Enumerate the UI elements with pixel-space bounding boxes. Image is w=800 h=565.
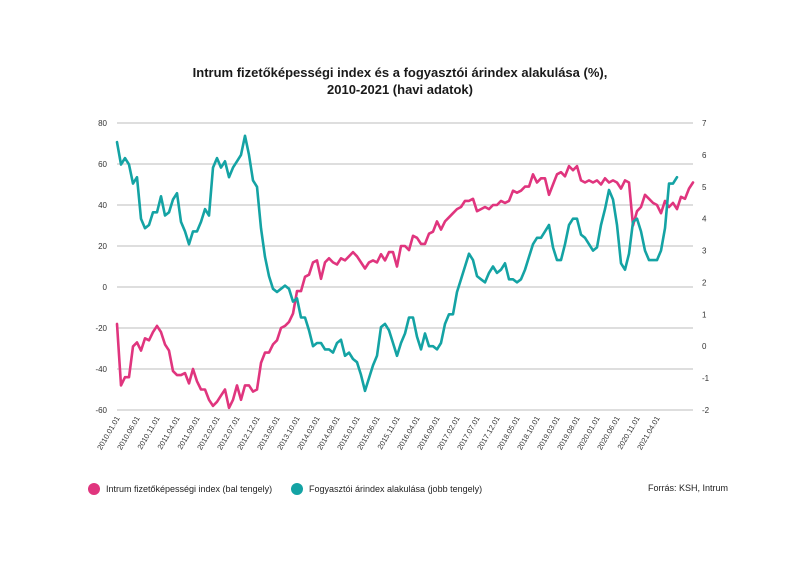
legend-label: Intrum fizetőképességi index (bal tengel… xyxy=(106,484,273,494)
legend-marker-pink xyxy=(88,483,100,495)
chart-title-line-1: Intrum fizetőképességi index és a fogyas… xyxy=(192,65,608,80)
grid-lines xyxy=(117,122,693,411)
series-line-solvency-index xyxy=(115,164,695,410)
legend: Intrum fizetőképességi index (bal tengel… xyxy=(88,483,728,503)
right-tick-label: 6 xyxy=(702,151,707,160)
source-note: Forrás: KSH, Intrum xyxy=(647,483,728,493)
left-tick-label: -60 xyxy=(95,406,107,415)
left-tick-label: -40 xyxy=(95,365,107,374)
right-tick-label: 1 xyxy=(702,310,707,319)
legend-item-solvency-index: Intrum fizetőképességi index (bal tengel… xyxy=(88,483,272,495)
left-tick-label: -20 xyxy=(95,324,107,333)
left-tick-label: 0 xyxy=(103,283,108,292)
legend-item-cpi: Fogyasztói árindex alakulása (jobb tenge… xyxy=(291,483,482,495)
chart-title: Intrum fizetőképességi index és a fogyas… xyxy=(0,64,800,98)
right-tick-label: 7 xyxy=(702,119,707,128)
series-lines xyxy=(115,134,695,410)
legend-label: Fogyasztói árindex alakulása (jobb tenge… xyxy=(309,484,483,494)
right-tick-label: -2 xyxy=(702,406,710,415)
right-tick-label: -1 xyxy=(702,374,710,383)
left-tick-label: 20 xyxy=(98,242,107,251)
right-tick-label: 4 xyxy=(702,215,707,224)
chart-title-line-2: 2010-2021 (havi adatok) xyxy=(327,82,473,97)
series-line-cpi xyxy=(115,134,679,393)
right-tick-label: 3 xyxy=(702,247,707,256)
x-axis-ticks: 2010.01.012010.06.012010.11.012011.04.01… xyxy=(95,415,662,452)
right-tick-label: 5 xyxy=(702,183,707,192)
legend-marker-teal xyxy=(291,483,303,495)
left-axis-ticks: 80 60 40 20 0 -20 -40 -60 xyxy=(95,119,107,415)
right-tick-label: 2 xyxy=(702,278,707,287)
right-tick-label: 0 xyxy=(702,342,707,351)
right-axis-ticks: 7 6 5 4 3 2 1 0 -1 -2 xyxy=(702,119,710,415)
left-tick-label: 80 xyxy=(98,119,107,128)
left-tick-label: 60 xyxy=(98,160,107,169)
left-tick-label: 40 xyxy=(98,201,107,210)
